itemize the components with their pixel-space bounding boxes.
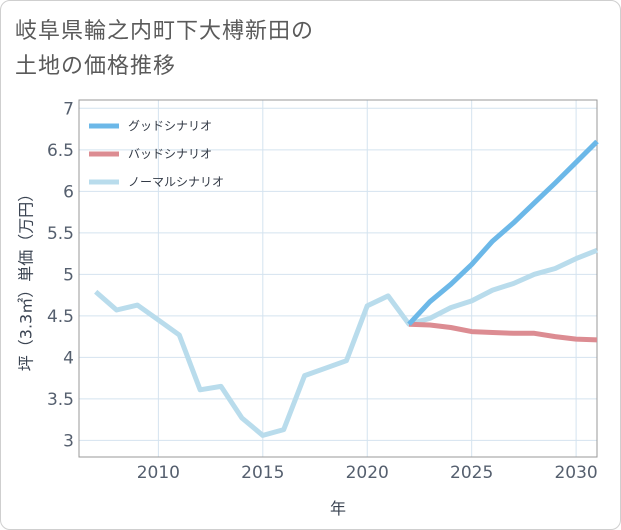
y-tick-label: 4.5 <box>47 307 74 327</box>
y-tick-label: 3 <box>63 431 74 451</box>
y-tick-label: 6.5 <box>47 141 74 161</box>
y-tick-label: 5 <box>63 265 74 285</box>
x-axis-title: 年 <box>330 499 346 518</box>
x-tick-label: 2025 <box>450 463 493 483</box>
y-tick-label: 6 <box>63 182 74 202</box>
x-tick-label: 2020 <box>346 463 389 483</box>
y-axis-title: 坪（3.3㎡）単価（万円） <box>17 186 36 371</box>
y-tick-label: 3.5 <box>47 390 74 410</box>
x-tick-label: 2030 <box>554 463 597 483</box>
chart-title-line-1: 岐阜県輪之内町下大榑新田の <box>15 19 315 44</box>
axis-ticks: 2010 2015 2020 2025 2030 3 3.5 4 4.5 5 5.5 6 6.5 7 <box>47 99 598 483</box>
x-tick-label: 2010 <box>137 463 180 483</box>
y-tick-label: 7 <box>63 99 74 119</box>
legend-label-1: グッドシナリオ <box>128 119 212 133</box>
legend-label-3: ノーマルシナリオ <box>128 175 224 189</box>
chart-title: 岐阜県輪之内町下大榑新田の 土地の価格推移 <box>15 14 314 84</box>
series-line-3 <box>94 247 598 438</box>
y-tick-label: 5.5 <box>47 224 74 244</box>
grid-lines <box>79 100 597 457</box>
series-line-1 <box>407 139 599 326</box>
x-tick-label: 2015 <box>241 463 284 483</box>
legend-label-2: バッドシナリオ <box>128 147 212 161</box>
y-tick-label: 4 <box>63 348 74 368</box>
series-line-2 <box>408 321 598 343</box>
series-lines <box>94 139 599 438</box>
chart-title-line-2: 土地の価格推移 <box>15 54 177 79</box>
plot-area-border <box>78 99 598 458</box>
